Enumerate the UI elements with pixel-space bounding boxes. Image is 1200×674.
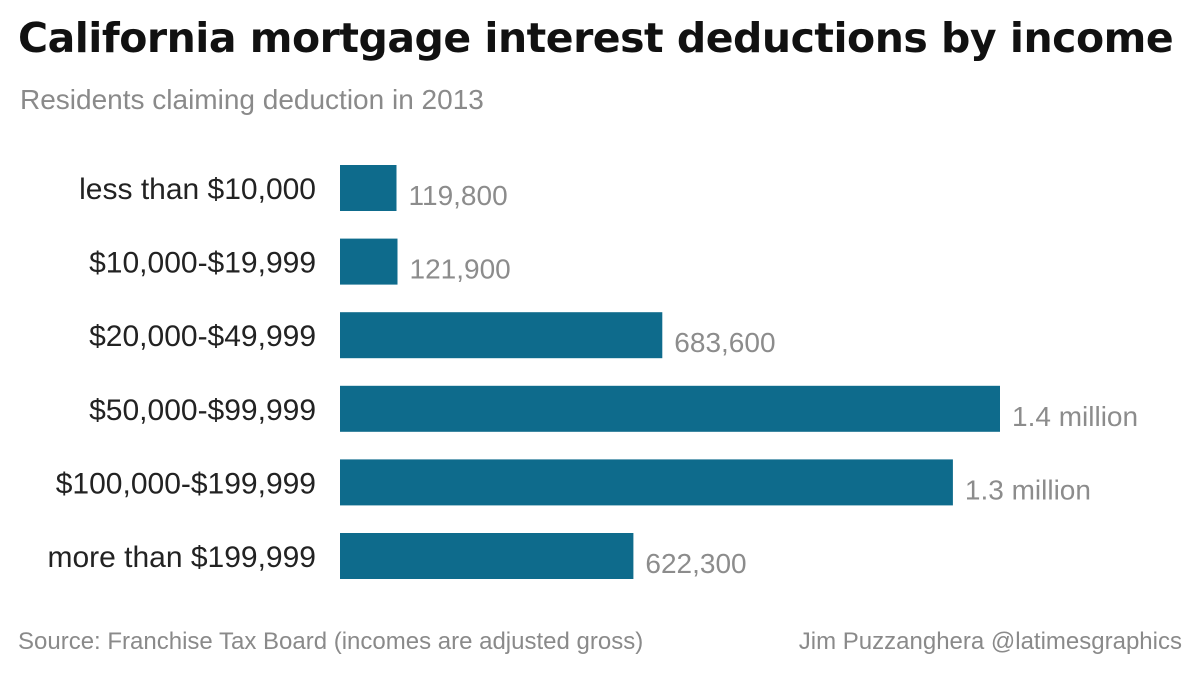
value-label: 119,800 — [409, 180, 508, 211]
bar — [340, 238, 398, 285]
value-label: 121,900 — [410, 254, 511, 285]
bar — [340, 312, 663, 359]
bar — [340, 165, 397, 211]
bar — [340, 533, 634, 579]
chart-subtitle: Residents claiming deduction in 2013 — [20, 84, 484, 115]
value-label: 622,300 — [645, 548, 746, 579]
category-label: $10,000-$19,999 — [89, 247, 316, 280]
value-label: 1.3 million — [965, 474, 1091, 505]
chart-title: California mortgage interest deductions … — [18, 14, 1174, 62]
category-label: less than $10,000 — [79, 173, 316, 206]
credit-note: Jim Puzzanghera @latimesgraphics — [798, 628, 1182, 655]
value-label: 683,600 — [674, 327, 775, 358]
bar — [340, 459, 953, 506]
category-label: $20,000-$49,999 — [89, 320, 316, 353]
category-label: $100,000-$199,999 — [56, 467, 316, 500]
category-label: more than $199,999 — [47, 541, 316, 574]
value-label: 1.4 million — [1012, 401, 1138, 432]
category-label: $50,000-$99,999 — [89, 394, 316, 427]
bar — [340, 385, 1000, 432]
source-note: Source: Franchise Tax Board (incomes are… — [18, 628, 644, 655]
bars-group: less than $10,000 119,800 $10,000-$19,999 1… — [47, 165, 1138, 579]
bar-chart: less than $10,000 119,800 $10,000-$19,999 1… — [47, 165, 1138, 579]
